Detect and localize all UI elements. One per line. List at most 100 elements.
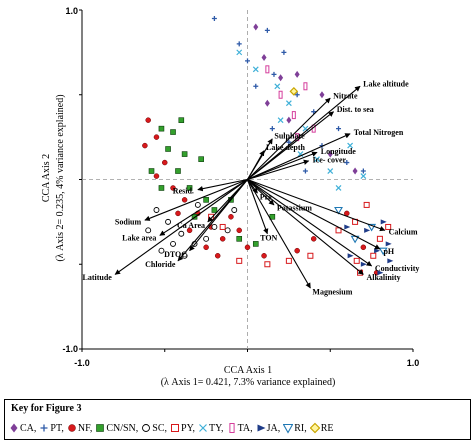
vector-label-resid: Resid.	[173, 186, 194, 195]
x-axis-subtitle: (λ Axis 1= 0.421, 7.3% variance explaine…	[161, 377, 336, 388]
vector-label-lake-depth: Lake depth	[266, 143, 305, 152]
point-sc-8	[224, 227, 231, 234]
cross-icon	[199, 424, 207, 432]
point-nf-13	[186, 227, 193, 234]
point-pt-9	[286, 139, 292, 145]
point-ta-3	[303, 82, 308, 91]
point-py-11	[353, 257, 360, 264]
point-sc-9	[194, 201, 201, 208]
point-cn-sn-0	[158, 125, 165, 132]
point-sc-2	[145, 227, 152, 234]
point-ca-5	[286, 116, 292, 124]
point-ca-0	[253, 23, 259, 31]
point-ca-6	[319, 91, 325, 99]
point-cn-sn-14	[236, 236, 243, 242]
key-item-7: TA,	[227, 422, 253, 434]
vector-ice-cover	[247, 159, 310, 181]
x-tick-left: -1.0	[74, 358, 90, 368]
vector-label-longitude: Longitude	[321, 147, 357, 156]
point-ta-1	[278, 90, 283, 99]
point-ja-6	[347, 253, 354, 259]
vector-total-nitrogen	[247, 133, 351, 181]
point-nf-4	[153, 173, 160, 179]
point-nf-14	[175, 210, 181, 217]
key-item-3: CN/SN,	[95, 422, 138, 434]
vector-label-dist-to-sea: Dist. to sea	[337, 105, 374, 114]
point-ja-0	[344, 224, 351, 230]
point-nf-18	[294, 247, 300, 254]
point-pt-13	[360, 168, 366, 174]
point-ja-5	[360, 261, 367, 267]
vector-dist-to-sea	[247, 111, 334, 180]
point-pt-8	[311, 109, 317, 115]
point-ca-8	[352, 167, 358, 175]
key-item-5: PY,	[170, 422, 195, 434]
vector-label-lake-altitude: Lake altitude	[363, 80, 409, 89]
vector-ton	[246, 179, 269, 235]
point-cn-sn-3	[165, 146, 171, 152]
point-ty-11	[277, 117, 284, 124]
vector-alkalinity	[247, 179, 364, 275]
point-ja-3	[385, 241, 392, 247]
point-nf-16	[244, 244, 251, 251]
right-triangle-icon	[257, 424, 266, 432]
filled-circle-icon-shape	[68, 424, 76, 432]
right-triangle-icon-shape	[257, 424, 266, 432]
environmental-vectors: Lake altitude Nitrate Dist. to sea Total Ni…	[83, 80, 420, 297]
point-pt-5	[271, 71, 277, 77]
point-re-0	[289, 87, 299, 96]
point-cn-sn-6	[148, 168, 155, 174]
point-cn-sn-9	[198, 156, 204, 162]
vector-label-magnesium: Magnesium	[312, 287, 352, 296]
point-sc-3	[178, 230, 185, 237]
vector-ph	[247, 179, 381, 250]
key-item-label: PY,	[181, 422, 196, 434]
vector-label-latitude: Latitude	[83, 273, 113, 282]
key-item-9: RI,	[283, 422, 307, 434]
x-tick-right: 1.0	[407, 358, 420, 368]
vector-nitrate	[247, 97, 331, 180]
point-sc-6	[203, 235, 210, 242]
vector-label-calcium: Calcium	[389, 228, 418, 237]
key-items: CA, PT, NF, CN/SN, SC, PY, TY, TA, JA, RI, RE	[9, 422, 337, 434]
vector-latitude	[114, 179, 248, 275]
point-cn-sn-4	[181, 151, 188, 157]
point-py-3	[264, 261, 271, 268]
point-nf-9	[219, 236, 226, 242]
open-diamond-icon-shape	[309, 422, 320, 434]
point-ja-2	[380, 219, 387, 225]
point-pt-14	[302, 168, 308, 174]
key-item-6: TY,	[198, 422, 224, 434]
point-ja-7	[387, 258, 394, 264]
filled-circle-icon	[68, 424, 76, 432]
point-cn-sn-1	[170, 129, 176, 135]
open-circle-icon	[142, 424, 151, 432]
point-ty-9	[360, 173, 367, 180]
point-ja-1	[364, 227, 371, 233]
point-ri-3	[378, 247, 388, 256]
vector-chloride	[177, 179, 248, 262]
point-py-1	[219, 223, 226, 230]
key-item-label: TY,	[209, 422, 224, 434]
point-cn-sn-16	[269, 213, 276, 220]
open-square-icon	[171, 424, 180, 432]
point-py-5	[307, 252, 314, 259]
vector-label-ice-cover: Ice- cover	[313, 156, 347, 165]
point-py-2	[236, 257, 243, 264]
filled-square-icon-shape	[96, 424, 105, 432]
point-pt-7	[294, 92, 300, 98]
vector-sodium	[144, 178, 248, 221]
vector-label-potassium: Potassium	[277, 204, 312, 213]
cca-biplot: Lake altitude Nitrate Dist. to sea Total Ni…	[41, 6, 420, 388]
point-cn-sn-5	[175, 168, 181, 174]
point-py-4	[285, 257, 292, 264]
point-nf-17	[261, 253, 267, 259]
vector-label-chloride: Chloride	[145, 260, 176, 269]
vector-resid	[197, 178, 248, 192]
point-ca-7	[327, 150, 333, 158]
point-cn-sn-15	[252, 241, 259, 247]
point-cn-sn-12	[211, 207, 218, 213]
point-sc-10	[170, 240, 176, 247]
point-pt-15	[269, 126, 275, 132]
point-ty-0	[236, 49, 243, 56]
